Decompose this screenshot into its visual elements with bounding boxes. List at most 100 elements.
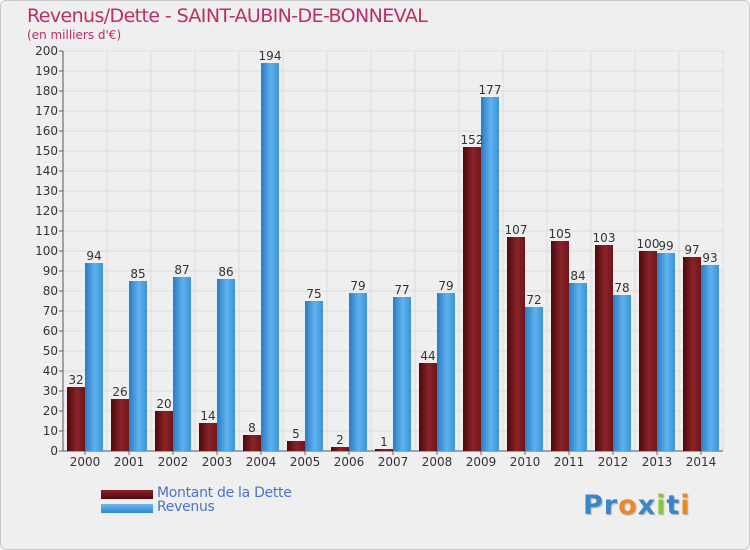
y-tick-label: 130 (35, 184, 58, 198)
y-tick-label: 150 (35, 144, 58, 158)
bar-revenus (525, 307, 543, 451)
value-label-revenus: 77 (394, 283, 409, 297)
value-label-revenus: 94 (86, 249, 101, 263)
x-tick-label: 2005 (290, 455, 321, 469)
logo-letter: i (656, 490, 667, 521)
bar-revenus (481, 97, 499, 451)
x-tick-label: 2008 (422, 455, 453, 469)
bar-dette (463, 147, 481, 451)
x-tick-label: 2000 (70, 455, 101, 469)
bar-dette (155, 411, 173, 451)
bar-dette (67, 387, 85, 451)
logo-letter: o (618, 490, 638, 521)
x-tick-label: 2014 (686, 455, 717, 469)
x-tick-label: 2004 (246, 455, 277, 469)
value-label-dette: 26 (112, 385, 127, 399)
x-tick-label: 2003 (202, 455, 233, 469)
bar-revenus (569, 283, 587, 451)
value-label-revenus: 177 (479, 83, 502, 97)
logo-letter: t (666, 490, 681, 521)
x-tick-label: 2001 (114, 455, 145, 469)
bar-dette (595, 245, 613, 451)
bar-dette (419, 363, 437, 451)
value-label-dette: 5 (292, 427, 300, 441)
value-label-revenus: 85 (130, 267, 145, 281)
value-label-revenus: 78 (614, 281, 629, 295)
logo-letter: i (680, 490, 691, 521)
value-label-revenus: 75 (306, 287, 321, 301)
x-tick-label: 2013 (642, 455, 673, 469)
bar-revenus (393, 297, 411, 451)
value-label-revenus: 87 (174, 263, 189, 277)
x-tick-label: 2002 (158, 455, 189, 469)
bar-revenus (305, 301, 323, 451)
value-label-revenus: 194 (259, 49, 282, 63)
bar-dette (375, 449, 393, 451)
y-tick-label: 80 (43, 284, 58, 298)
bar-revenus (261, 63, 279, 451)
bar-revenus (701, 265, 719, 451)
value-label-dette: 100 (637, 237, 660, 251)
axes: 0102030405060708090100110120130140150160… (35, 44, 723, 469)
x-tick-label: 2006 (334, 455, 365, 469)
y-tick-label: 100 (35, 244, 58, 258)
value-label-dette: 44 (420, 349, 435, 363)
logo-letter: r (603, 490, 619, 521)
bar-dette (639, 251, 657, 451)
y-tick-label: 70 (43, 304, 58, 318)
y-tick-label: 20 (43, 404, 58, 418)
value-label-revenus: 72 (526, 293, 541, 307)
legend-swatch-debt (101, 490, 153, 499)
proxiti-logo: Proxiti (583, 490, 691, 521)
chart-subtitle: (en milliers d'€) (27, 28, 122, 42)
bar-revenus (613, 295, 631, 451)
bar-revenus (217, 279, 235, 451)
value-label-dette: 8 (248, 421, 256, 435)
value-label-dette: 14 (200, 409, 215, 423)
bar-dette (551, 241, 569, 451)
bar-revenus (129, 281, 147, 451)
chart-title: Revenus/Dette - SAINT-AUBIN-DE-BONNEVAL (27, 5, 428, 27)
y-tick-label: 0 (50, 444, 58, 458)
y-tick-label: 10 (43, 424, 58, 438)
logo-letter: x (637, 490, 657, 521)
legend-swatch-revenus (101, 504, 153, 513)
bar-dette (331, 447, 349, 451)
bar-dette (243, 435, 261, 451)
value-label-revenus: 86 (218, 265, 233, 279)
y-tick-label: 190 (35, 64, 58, 78)
value-label-dette: 107 (505, 223, 528, 237)
x-tick-label: 2012 (598, 455, 629, 469)
legend-label-debt: Montant de la Dette (157, 485, 292, 501)
bars (67, 63, 719, 451)
value-label-dette: 105 (549, 227, 572, 241)
bar-revenus (349, 293, 367, 451)
bar-revenus (437, 293, 455, 451)
bar-revenus (85, 263, 103, 451)
value-label-revenus: 79 (350, 279, 365, 293)
logo-letter: P (583, 490, 604, 521)
y-tick-label: 50 (43, 344, 58, 358)
value-label-revenus: 93 (702, 251, 717, 265)
value-label-revenus: 79 (438, 279, 453, 293)
bar-dette (683, 257, 701, 451)
y-tick-label: 120 (35, 204, 58, 218)
y-tick-label: 110 (35, 224, 58, 238)
value-label-revenus: 99 (658, 239, 673, 253)
value-label-revenus: 84 (570, 269, 585, 283)
value-label-dette: 32 (68, 373, 83, 387)
bar-revenus (173, 277, 191, 451)
x-tick-label: 2007 (378, 455, 409, 469)
y-tick-label: 30 (43, 384, 58, 398)
x-tick-label: 2011 (554, 455, 585, 469)
y-tick-label: 160 (35, 124, 58, 138)
y-tick-label: 140 (35, 164, 58, 178)
bar-dette (111, 399, 129, 451)
y-tick-label: 60 (43, 324, 58, 338)
value-label-dette: 1 (380, 435, 388, 449)
y-tick-label: 90 (43, 264, 58, 278)
bar-revenus (657, 253, 675, 451)
x-tick-label: 2009 (466, 455, 497, 469)
